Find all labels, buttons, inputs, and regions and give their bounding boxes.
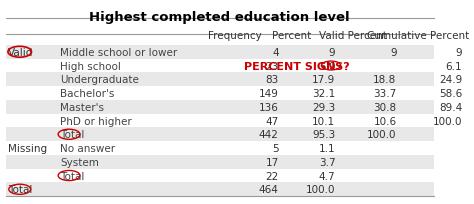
Text: 1.1: 1.1 <box>319 143 336 153</box>
Text: Total: Total <box>60 171 85 181</box>
Text: 4: 4 <box>272 48 279 58</box>
Text: Bachelor's: Bachelor's <box>60 89 115 99</box>
Text: 442: 442 <box>259 130 279 140</box>
Text: 10.1: 10.1 <box>312 116 336 126</box>
Text: High school: High school <box>60 61 121 71</box>
Text: 24.9: 24.9 <box>439 75 462 85</box>
Text: Cumulative Percent: Cumulative Percent <box>367 31 469 41</box>
FancyBboxPatch shape <box>6 183 434 196</box>
Text: 9: 9 <box>329 48 336 58</box>
Text: 29.3: 29.3 <box>312 102 336 112</box>
Text: 83: 83 <box>265 75 279 85</box>
Text: 10.6: 10.6 <box>374 116 397 126</box>
Text: 9: 9 <box>390 48 397 58</box>
Text: 136: 136 <box>259 102 279 112</box>
Text: Percent: Percent <box>272 31 311 41</box>
Text: Total: Total <box>60 130 85 140</box>
FancyBboxPatch shape <box>6 155 434 169</box>
Text: 6.1: 6.1 <box>446 61 462 71</box>
Text: 5: 5 <box>272 143 279 153</box>
Text: 100.0: 100.0 <box>367 130 397 140</box>
Text: 47: 47 <box>265 116 279 126</box>
Text: 23: 23 <box>265 61 279 71</box>
Text: 149: 149 <box>259 89 279 99</box>
FancyBboxPatch shape <box>6 46 434 59</box>
Text: No answer: No answer <box>60 143 116 153</box>
Text: 100.0: 100.0 <box>306 184 336 194</box>
Text: 9: 9 <box>456 48 462 58</box>
FancyBboxPatch shape <box>6 128 434 141</box>
Text: Valid: Valid <box>8 48 33 58</box>
Text: 17.9: 17.9 <box>312 75 336 85</box>
FancyBboxPatch shape <box>6 100 434 114</box>
Text: 32.1: 32.1 <box>312 89 336 99</box>
Text: 89.4: 89.4 <box>439 102 462 112</box>
Text: 5.0: 5.0 <box>319 61 336 71</box>
Text: PhD or higher: PhD or higher <box>60 116 132 126</box>
Text: Middle school or lower: Middle school or lower <box>60 48 178 58</box>
Text: System: System <box>60 157 99 167</box>
Text: PERCENT SIGNS?: PERCENT SIGNS? <box>244 61 349 71</box>
Text: Master's: Master's <box>60 102 104 112</box>
Text: Undergraduate: Undergraduate <box>60 75 139 85</box>
Text: 464: 464 <box>259 184 279 194</box>
Text: 18.8: 18.8 <box>374 75 397 85</box>
Text: 95.3: 95.3 <box>312 130 336 140</box>
Text: Missing: Missing <box>8 143 47 153</box>
Text: 33.7: 33.7 <box>374 89 397 99</box>
Text: Valid Percent: Valid Percent <box>319 31 387 41</box>
Text: 100.0: 100.0 <box>433 116 462 126</box>
Text: 30.8: 30.8 <box>374 102 397 112</box>
Text: 17: 17 <box>265 157 279 167</box>
Text: Highest completed education level: Highest completed education level <box>90 11 350 24</box>
Text: 58.6: 58.6 <box>439 89 462 99</box>
Text: 4.7: 4.7 <box>319 171 336 181</box>
FancyBboxPatch shape <box>6 73 434 87</box>
Text: 3.7: 3.7 <box>319 157 336 167</box>
Text: Total: Total <box>8 184 32 194</box>
Text: Frequency: Frequency <box>208 31 262 41</box>
Text: 22: 22 <box>265 171 279 181</box>
